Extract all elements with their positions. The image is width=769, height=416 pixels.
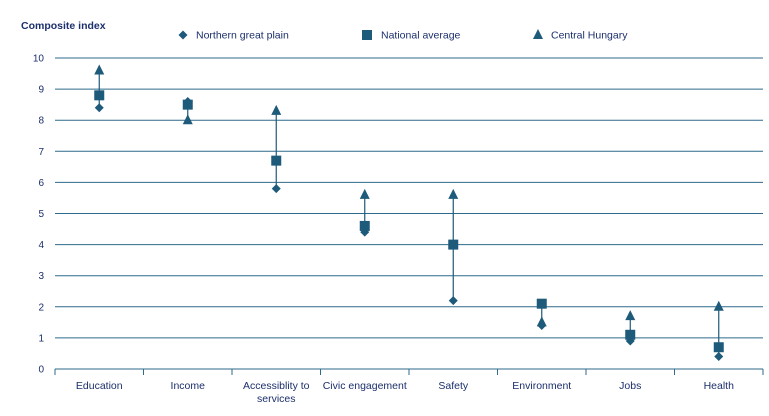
point-square [94, 90, 105, 101]
x-tick-label: Education [76, 380, 123, 392]
legend-label: Central Hungary [551, 29, 628, 41]
grid [55, 57, 763, 339]
point-square [448, 239, 459, 250]
point-diamond [271, 184, 281, 194]
point-triangle [359, 188, 370, 199]
y-axis-title: Composite index [21, 20, 106, 32]
x-tick-label-line: Accessiblity to [243, 380, 310, 392]
x-tick-label: Safety [438, 380, 469, 392]
x-tick-label-line: Health [704, 380, 735, 392]
legend-marker-square [362, 30, 372, 40]
point-square [625, 329, 636, 340]
y-tick-label-10: 10 [33, 54, 45, 65]
x-tick-label: Income [171, 380, 206, 392]
x-tick-label-line: Education [76, 380, 123, 392]
x-tick-label-line: Jobs [619, 380, 641, 392]
data-markers [94, 64, 724, 362]
x-tick-label-line: Environment [512, 380, 571, 392]
point-square [536, 298, 547, 309]
point-square [271, 155, 282, 166]
point-diamond [714, 352, 724, 362]
x-axis: Education Income Accessiblity to services Ci… [54, 368, 764, 405]
x-tick-label-line: services [257, 393, 296, 405]
y-tick-label-9: 9 [38, 85, 44, 96]
x-tick-label: Civic engagement [323, 380, 407, 392]
x-tick-label: Accessiblity to services [243, 380, 310, 405]
x-tick-label-line: Income [171, 380, 206, 392]
y-tick-label-2: 2 [38, 302, 44, 313]
x-tick-label-line: Safety [438, 380, 469, 392]
point-triangle [182, 114, 193, 125]
point-diamond [94, 103, 104, 113]
y-tick-label-8: 8 [38, 116, 44, 127]
legend-marker-diamond [178, 30, 188, 40]
legend-label: National average [381, 29, 461, 41]
point-triangle [713, 300, 724, 311]
point-triangle [448, 188, 459, 199]
x-tick-label-line: Civic engagement [323, 380, 407, 392]
x-tick-label: Environment [512, 380, 571, 392]
y-tick-label-6: 6 [38, 178, 44, 189]
x-tick-label: Health [704, 380, 735, 392]
point-diamond [448, 296, 458, 306]
y-tick-label-4: 4 [38, 240, 44, 251]
y-tick-label-7: 7 [38, 147, 44, 158]
legend-label: Northern great plain [196, 29, 289, 41]
legend-marker-triangle [533, 29, 543, 39]
point-square [713, 342, 724, 353]
y-axis-ticks: 0 1 2 3 4 5 6 7 8 9 10 [33, 54, 45, 376]
x-tick-label: Jobs [619, 380, 641, 392]
point-triangle [94, 64, 105, 75]
legend: Northern great plain National average Cent… [178, 29, 628, 41]
point-triangle [536, 316, 547, 327]
y-tick-label-5: 5 [38, 209, 44, 220]
point-square [359, 220, 370, 231]
point-square [182, 99, 193, 110]
y-tick-label-1: 1 [38, 333, 44, 344]
y-tick-label-0: 0 [38, 365, 44, 376]
point-triangle [271, 104, 282, 115]
y-tick-label-3: 3 [38, 271, 44, 282]
point-triangle [625, 310, 636, 321]
